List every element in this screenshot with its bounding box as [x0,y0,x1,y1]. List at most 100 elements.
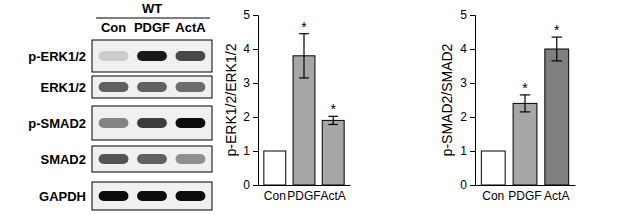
significance: * [301,19,307,35]
row-label: GAPDH [39,189,86,204]
x-tick: Con [264,185,286,203]
y-tick-mark [253,117,258,118]
y-tick: 1 [460,144,475,158]
y-axis: 0 1 2 3 4 5 [460,8,475,192]
y-tick-mark [253,83,258,84]
blot-band [99,51,129,61]
blot-band [99,82,129,92]
plot-area [481,37,568,185]
row-label: SMAD2 [40,152,86,167]
error-cap [299,77,309,78]
y-tick-mark [253,151,258,152]
y-tick-label: 5 [243,8,250,22]
lane-label: ActA [175,20,206,35]
y-axis-line [470,16,476,186]
plot-area [264,34,344,185]
y-tick-label: 0 [460,178,467,192]
blot-strip [92,106,212,140]
blot-band [176,118,206,128]
blot-band [99,118,129,128]
row-label: ERK1/2 [40,80,86,95]
bar [322,120,344,185]
blot-band [176,154,206,164]
error-stem [333,116,334,124]
error-cap [552,60,562,61]
y-axis-title: p-ERK1/2/ERK1/2 [223,43,239,156]
x-tick-label: PDGF [287,189,320,203]
lane-label: PDGF [134,20,170,35]
y-tick-mark [470,117,475,118]
y-tick: 1 [243,144,258,158]
y-tick-mark [253,49,258,50]
error-bar [520,95,530,112]
blot-strip [92,146,212,172]
bar-chart: * * 0 1 2 3 4 5 Con PDGFActA p-SMAD2/SMAD2 [439,8,576,202]
significance: * [522,80,528,96]
y-axis: 0 1 2 3 4 5 [243,8,258,192]
y-tick: 2 [460,110,475,124]
y-tick-label: 1 [460,144,467,158]
x-axis-line [259,185,351,186]
x-tick-label: ActA [544,189,569,203]
x-tick: ActA [544,185,569,203]
blot-band [176,51,206,61]
blot: WTConPDGFActAp-ERK1/2ERK1/2p-SMAD2SMAD2G… [28,1,212,210]
y-tick: 3 [243,76,258,90]
y-tick-label: 2 [460,110,467,124]
y-tick-label: 1 [243,144,250,158]
y-tick-label: 5 [460,8,467,22]
y-axis-line [253,16,259,186]
error-stem [524,95,525,112]
y-tick: 4 [460,42,475,56]
blot-band [137,191,167,201]
y-tick-label: 2 [243,110,250,124]
blot-group: WT [142,1,162,16]
blot-strip [92,40,212,72]
y-tick: 5 [243,8,258,22]
x-tick-label: Con [482,189,504,203]
y-tick: 0 [243,178,258,192]
x-axis: Con PDGFActA [476,185,576,203]
y-tick-mark [253,185,258,186]
error-cap [328,124,338,125]
blot-band [137,154,167,164]
x-axis-line [476,185,576,186]
significance: * [554,22,560,38]
bar [264,151,286,185]
x-tick-label: PDGF [508,189,541,203]
error-stem [303,34,304,78]
y-tick: 3 [460,76,475,90]
figure: WTConPDGFActAp-ERK1/2ERK1/2p-SMAD2SMAD2G… [0,0,629,218]
blot-band [176,82,206,92]
y-tick: 2 [243,110,258,124]
y-tick-label: 4 [243,42,250,56]
y-tick: 0 [460,178,475,192]
blot-strip [92,76,212,98]
blot-band [99,191,129,201]
bar [545,49,569,185]
error-stem [556,37,557,61]
bar [513,103,537,185]
lane-label: Con [101,20,126,35]
x-tick-label: Con [264,189,286,203]
y-tick: 5 [460,8,475,22]
y-tick-mark [470,185,475,186]
y-tick-mark [470,49,475,50]
x-axis: ConPDGFActA [259,185,351,203]
bar [481,151,505,185]
y-tick-label: 4 [460,42,467,56]
blot-strip [92,182,212,210]
y-tick-mark [253,15,258,16]
y-tick-label: 3 [243,76,250,90]
blot-band [137,51,167,61]
y-axis-title: p-SMAD2/SMAD2 [439,43,455,156]
y-tick-mark [470,83,475,84]
error-bar [328,116,338,124]
x-tick: Con [482,185,504,203]
blot-band [137,118,167,128]
blot-band [137,82,167,92]
error-bar [299,34,309,78]
bar-chart: **012345ConPDGFActAp-ERK1/2/ERK1/2 [223,8,351,202]
x-tick: PDGF [287,185,320,203]
y-tick: 4 [243,42,258,56]
